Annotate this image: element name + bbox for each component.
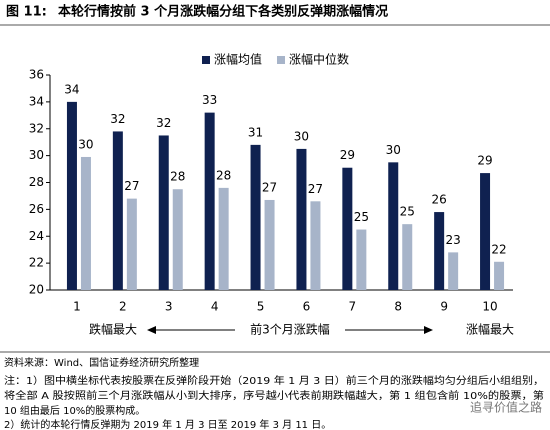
y-tick-label: 32 xyxy=(29,121,44,135)
x-tick-label: 9 xyxy=(440,300,448,314)
bar xyxy=(264,199,275,290)
x-label-right: 涨幅最大 xyxy=(466,322,514,337)
bar xyxy=(66,101,77,290)
y-tick-label: 28 xyxy=(29,175,44,189)
note-line: 将全部 A 股按照前三个月涨跌幅从小到大排序，序号越小代表前期跌幅越大，第 1 … xyxy=(4,389,544,402)
value-label: 22 xyxy=(491,242,506,256)
x-tick-label: 4 xyxy=(211,300,219,314)
value-label: 25 xyxy=(400,205,415,219)
bar xyxy=(310,201,321,290)
legend-swatch xyxy=(277,56,285,64)
bar xyxy=(388,162,399,290)
value-label: 32 xyxy=(156,116,171,130)
x-label-left: 跌幅最大 xyxy=(89,322,137,337)
bar xyxy=(494,261,505,290)
value-label: 29 xyxy=(340,148,355,162)
bar xyxy=(218,187,229,290)
y-tick-label: 36 xyxy=(29,68,44,82)
legend-label: 涨幅中位数 xyxy=(289,52,349,67)
arrow-right-head xyxy=(424,326,433,334)
y-tick-label: 30 xyxy=(29,148,44,162)
x-tick-label: 5 xyxy=(257,300,265,314)
x-tick-label: 6 xyxy=(303,300,311,314)
note-line: 10 组由最后 10%的股票构成。 xyxy=(4,404,145,417)
value-label: 32 xyxy=(110,112,125,126)
y-tick-label: 24 xyxy=(29,229,44,243)
bar xyxy=(402,224,413,290)
bar xyxy=(126,198,137,290)
arrow-left-head xyxy=(147,326,156,334)
legend-label: 涨幅均值 xyxy=(214,52,262,67)
bar xyxy=(356,229,367,290)
value-label: 27 xyxy=(308,182,323,196)
figure-label: 图 11: xyxy=(6,5,47,20)
bar xyxy=(172,189,183,290)
value-label: 27 xyxy=(262,180,277,194)
x-tick-label: 10 xyxy=(482,300,497,314)
x-tick-label: 2 xyxy=(119,300,127,314)
value-label: 31 xyxy=(248,125,263,139)
value-label: 30 xyxy=(294,129,309,143)
bar xyxy=(112,131,123,290)
x-tick-label: 8 xyxy=(394,300,402,314)
bar xyxy=(204,112,215,290)
value-label: 25 xyxy=(354,210,369,224)
value-label: 29 xyxy=(477,154,492,168)
value-label: 34 xyxy=(64,82,79,96)
value-label: 33 xyxy=(202,93,217,107)
legend-swatch xyxy=(202,56,210,64)
x-tick-label: 7 xyxy=(349,300,357,314)
bar xyxy=(448,252,459,290)
value-label: 30 xyxy=(78,137,93,151)
bar xyxy=(480,173,491,290)
watermark: 追寻价值之路 xyxy=(470,400,542,415)
x-tick-label: 3 xyxy=(165,300,173,314)
value-label: 30 xyxy=(386,143,401,157)
note-line: 2）统计的本轮行情反弹期为 2019 年 1 月 3 日至 2019 年 3 月… xyxy=(4,418,331,430)
value-label: 28 xyxy=(216,168,231,182)
bar xyxy=(80,156,91,290)
y-tick-label: 26 xyxy=(29,202,44,216)
y-tick-label: 34 xyxy=(29,94,44,108)
bar xyxy=(434,212,445,290)
value-label: 23 xyxy=(446,233,461,247)
y-tick-label: 20 xyxy=(29,283,44,297)
bar xyxy=(296,148,307,290)
bar xyxy=(342,167,353,290)
note-line: 注：1）图中横坐标代表按股票在反弹阶段开始（2019 年 1 月 3 日）前三个… xyxy=(4,374,544,387)
bar xyxy=(250,144,261,290)
x-tick-label: 1 xyxy=(73,300,81,314)
bar xyxy=(158,135,169,290)
value-label: 26 xyxy=(432,193,447,207)
x-label: 前3个月涨跌幅 xyxy=(250,322,330,337)
chart-title: 本轮行情按前 3 个月涨跌幅分组下各类别反弹期涨幅情况 xyxy=(58,4,388,20)
value-label: 27 xyxy=(124,179,139,193)
note-line: 资料来源：Wind、国信证券经济研究所整理 xyxy=(4,356,199,369)
y-tick-label: 22 xyxy=(29,256,44,270)
value-label: 28 xyxy=(170,170,185,184)
